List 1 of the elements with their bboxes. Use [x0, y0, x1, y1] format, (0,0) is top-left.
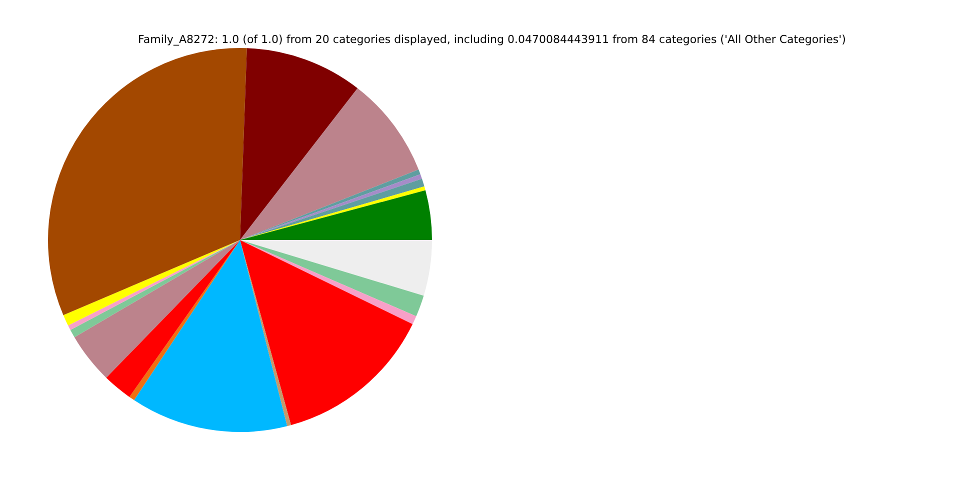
text: Family_A8272: 1.0 (of 1.0) from 20 categories displayed, including 0.0470084443911 from 84 categories ('All Other Categories') [138, 32, 846, 46]
